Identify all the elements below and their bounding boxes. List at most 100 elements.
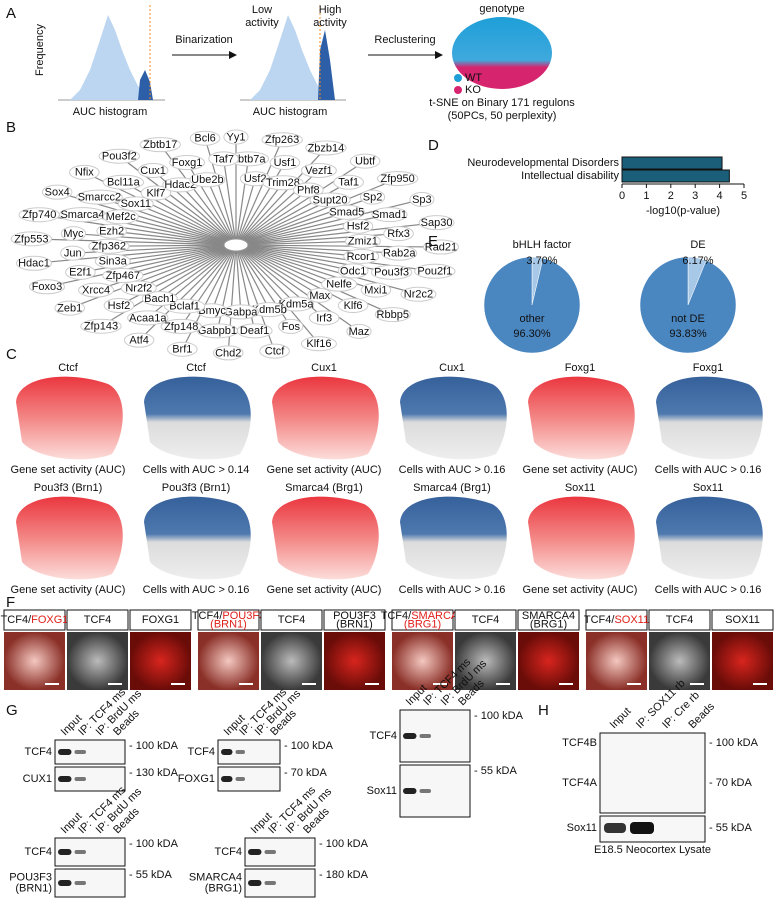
category-label: Neurodevelopmental Disorders [467, 157, 619, 169]
plot-title: Pou3f3 (Brn1) [162, 482, 230, 494]
label-box [197, 609, 260, 631]
micrograph [518, 632, 579, 690]
low-label: activity [245, 17, 279, 29]
hub-node [223, 238, 249, 252]
histogram-image [240, 5, 346, 101]
label-part: FOXG1 [31, 614, 68, 626]
node-label: Myc [63, 228, 84, 240]
node-label: Maz [349, 326, 370, 338]
node [359, 189, 386, 205]
size-marker: - 100 kDA [129, 838, 179, 850]
label-box [323, 609, 386, 631]
band [403, 733, 417, 739]
node [76, 189, 123, 205]
plot-caption: Gene set activity (AUC) [11, 584, 126, 596]
plot-title: Ctcf [186, 362, 207, 374]
node [418, 215, 455, 231]
tile-label: TCF4 [666, 614, 694, 626]
node [328, 204, 365, 220]
node-label: Smarcc2 [78, 192, 121, 204]
band [58, 776, 72, 782]
x-tick-label: 1 [643, 190, 649, 202]
node [137, 162, 169, 178]
edge [179, 184, 237, 246]
plot-title: Smarca4 (Brg1) [285, 482, 363, 494]
node [422, 239, 459, 255]
node [212, 345, 244, 361]
node-label: Taf1 [338, 177, 359, 189]
plot-caption: Gene set activity (AUC) [267, 584, 382, 596]
plot-title: Sox11 [565, 482, 595, 494]
node [78, 282, 115, 298]
tile-label: TCF4/SMARCA4 [381, 610, 465, 622]
label-part: (BRN1) [210, 618, 247, 630]
node [60, 245, 86, 261]
x-tick-label: 3 [692, 190, 698, 202]
node-label: Hdac2 [164, 179, 196, 191]
plot-title: Foxg1 [565, 362, 596, 374]
node-label: Foxg1 [172, 157, 203, 169]
edge [112, 244, 237, 262]
edge [100, 244, 237, 327]
plot-title: Cux1 [311, 362, 337, 374]
node [141, 291, 178, 307]
edge [235, 244, 354, 307]
x-tick-label: 2 [668, 190, 674, 202]
edge [235, 189, 309, 246]
micrograph [130, 632, 191, 690]
panel-letter: D [428, 137, 439, 154]
node-label: Rab2a [383, 248, 416, 260]
edge [31, 238, 237, 246]
node-label: Nr2f2 [125, 283, 152, 295]
axis-label: Frequency [34, 24, 46, 76]
node-label: Sin3a [99, 256, 128, 268]
size-marker: - 55 kDA [474, 765, 517, 777]
edge [235, 178, 398, 246]
node-label: Zfp740 [22, 209, 56, 221]
band [419, 734, 431, 738]
plot-caption: Cells with AUC > 0.16 [655, 584, 762, 596]
node-label: Zfp362 [92, 241, 126, 253]
edge [223, 158, 237, 246]
protein-label: TCF4 [370, 730, 398, 742]
node [376, 171, 419, 187]
caption: E18.5 Neocortex Lysate [594, 844, 711, 856]
node-label: Gabpa [224, 306, 258, 318]
node-label: Fos [282, 321, 301, 333]
size-marker: - 180 kDA [319, 869, 369, 881]
node [140, 185, 172, 201]
edge [108, 244, 237, 247]
size-marker: - 100 kDA [319, 838, 369, 850]
tsne-image [656, 376, 763, 460]
node [102, 209, 139, 225]
protein-label: TCF4 [25, 846, 53, 858]
band [74, 850, 86, 854]
band [403, 788, 417, 794]
node-label: Sox11 [121, 198, 151, 210]
node-label: Pou3f3 [374, 267, 409, 279]
node-label: Zbtb7a [231, 153, 266, 165]
edge [184, 244, 237, 307]
edge [235, 244, 340, 285]
node [409, 191, 435, 207]
edge [235, 182, 284, 246]
node [360, 282, 392, 298]
node [307, 287, 333, 303]
pie-title: DE [690, 239, 705, 251]
axis-label: -log10(p-value) [646, 205, 720, 217]
plot-caption: Cells with AUC > 0.16 [399, 584, 506, 596]
plot-caption: Cells with AUC > 0.16 [399, 464, 506, 476]
value-label: 6.17% [682, 255, 713, 267]
node [293, 182, 324, 198]
node [300, 336, 337, 352]
label-part: (BRN1) [336, 618, 373, 630]
size-marker: - 100 kDA [474, 710, 524, 722]
node [94, 253, 131, 269]
node [54, 300, 85, 316]
tile-label: (BRN1) [210, 618, 247, 630]
tsne-image [144, 376, 251, 460]
node [300, 162, 337, 178]
plot-title: Smarca4 (Brg1) [413, 482, 491, 494]
label-box [66, 609, 129, 631]
blot-image [599, 732, 706, 814]
